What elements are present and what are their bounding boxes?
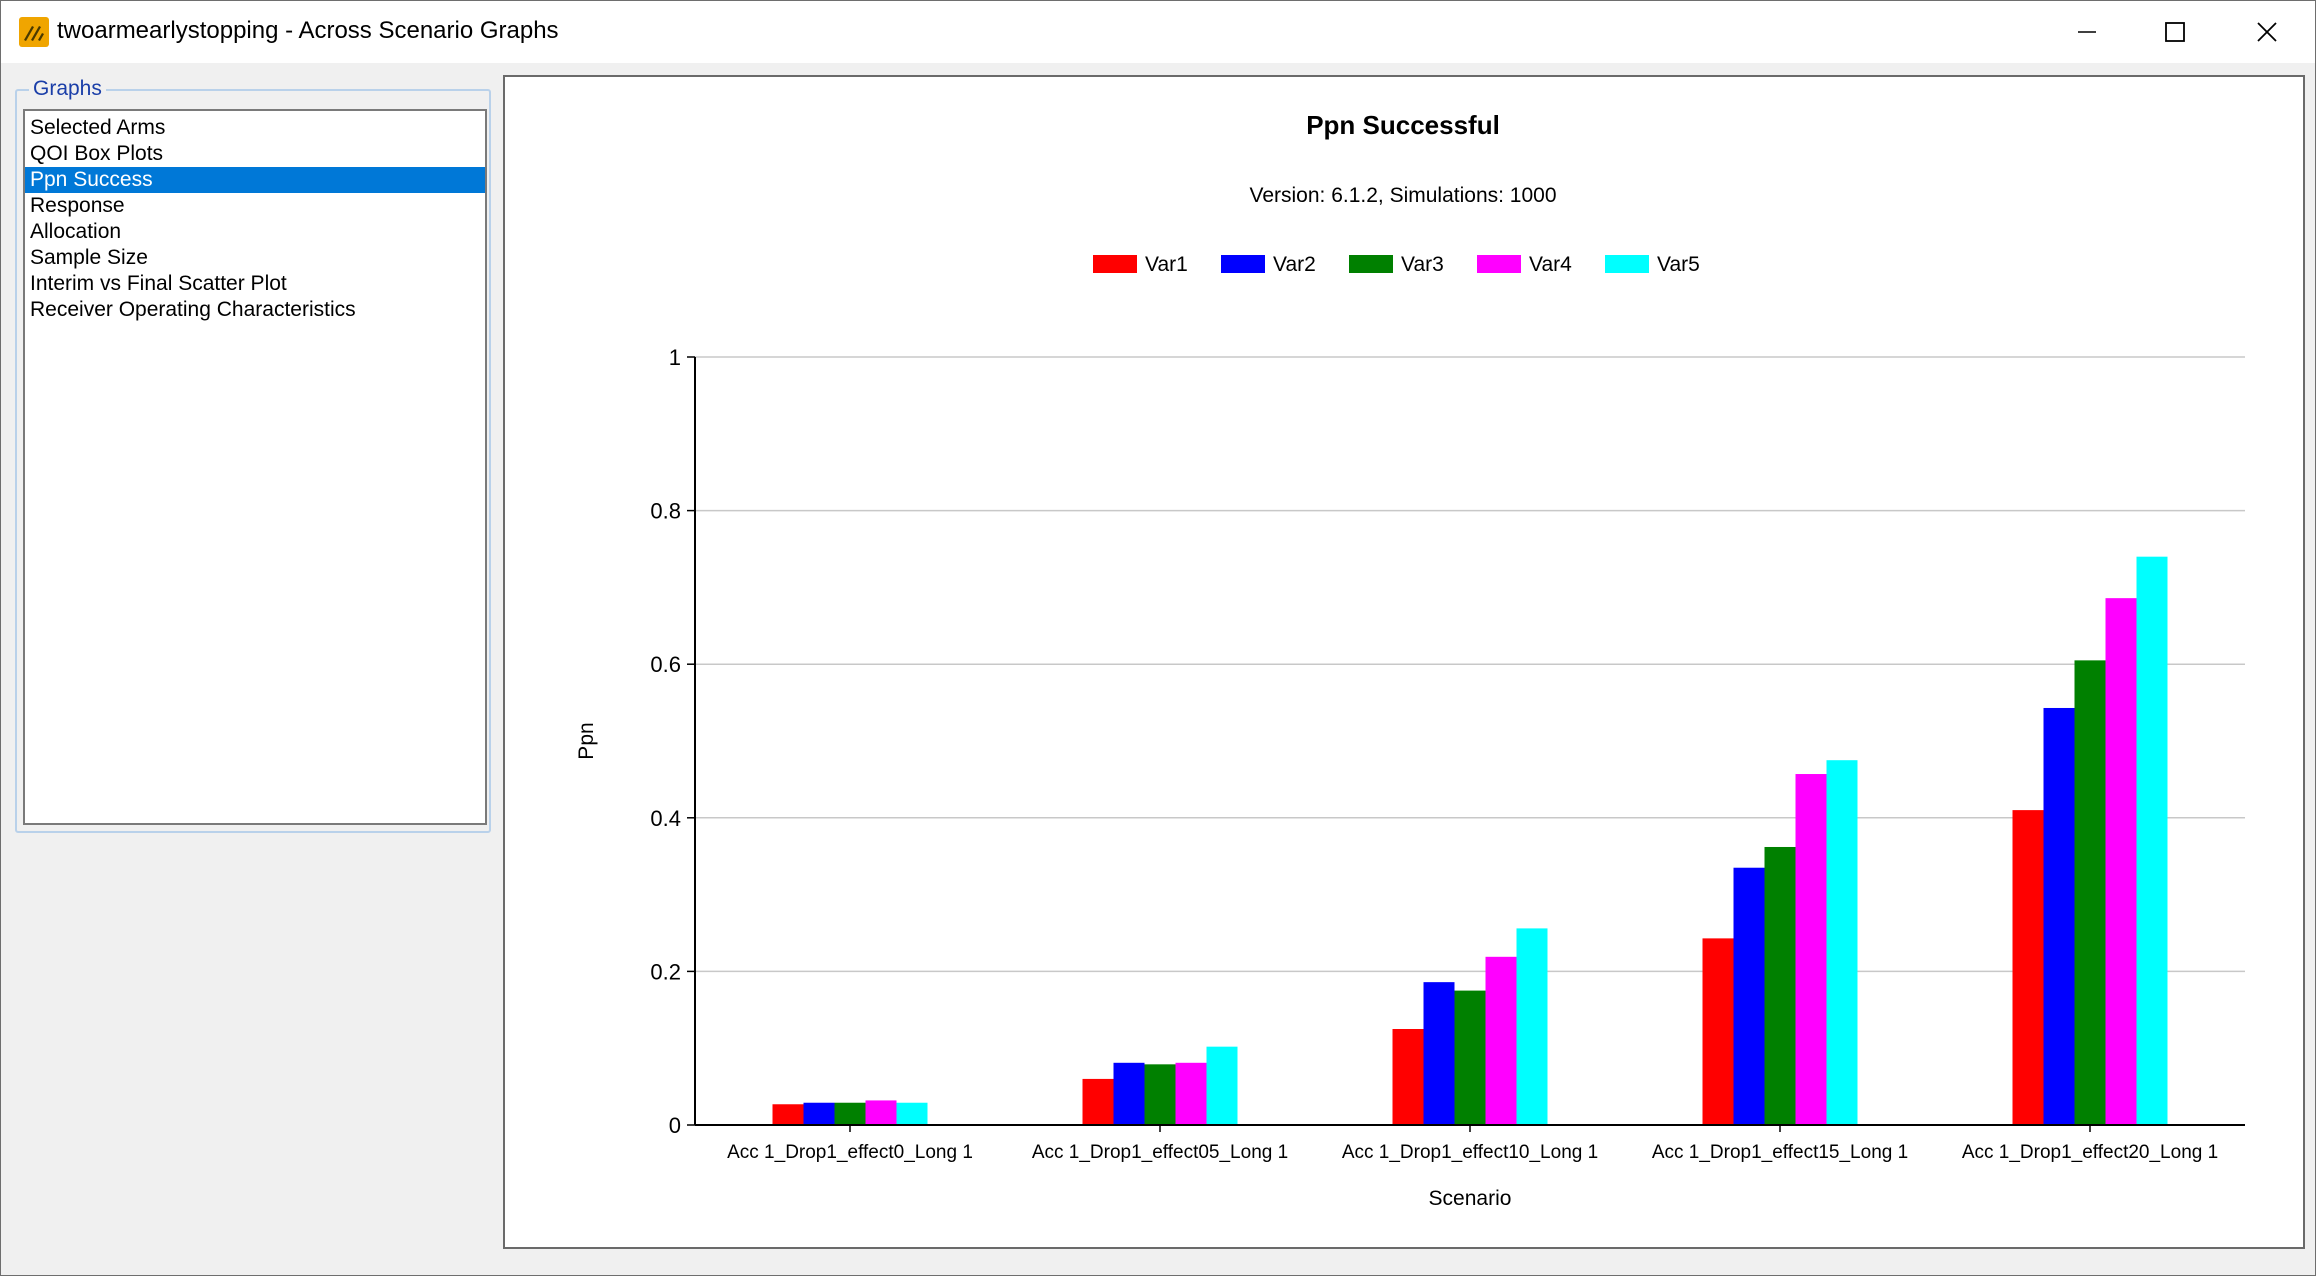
graph-list-item[interactable]: Receiver Operating Characteristics xyxy=(30,298,356,321)
bar xyxy=(1485,956,1517,1125)
x-tick-label: Acc 1_Drop1_effect05_Long 1 xyxy=(1032,1142,1288,1163)
bar xyxy=(2105,598,2137,1125)
graph-list-item[interactable]: Sample Size xyxy=(30,246,148,269)
minimize-button[interactable] xyxy=(2041,1,2133,63)
y-tick-label: 0.2 xyxy=(650,959,681,984)
bar xyxy=(1702,938,1734,1125)
bar xyxy=(834,1102,866,1125)
x-tick-label: Acc 1_Drop1_effect0_Long 1 xyxy=(727,1142,973,1163)
graph-list-item[interactable]: Response xyxy=(30,194,125,217)
bar xyxy=(896,1102,928,1125)
graph-list-item[interactable]: Ppn Success xyxy=(25,167,485,193)
graph-list-item[interactable]: Selected Arms xyxy=(30,116,166,139)
graph-list-item[interactable]: Allocation xyxy=(30,220,122,243)
x-axis-label: Scenario xyxy=(1429,1187,1512,1210)
legend-label: Var1 xyxy=(1145,253,1188,276)
x-tick-label: Acc 1_Drop1_effect10_Long 1 xyxy=(1342,1142,1598,1163)
legend-swatch xyxy=(1477,255,1521,273)
app-logo-icon xyxy=(19,17,49,47)
y-tick-label: 0.6 xyxy=(650,652,681,677)
minimize-icon xyxy=(2078,31,2096,33)
bar xyxy=(803,1102,835,1125)
x-tick-label: Acc 1_Drop1_effect15_Long 1 xyxy=(1652,1142,1908,1163)
bar xyxy=(2136,556,2168,1125)
bar xyxy=(1454,990,1486,1125)
bar xyxy=(1733,867,1765,1125)
bar xyxy=(865,1100,897,1125)
graphs-group-label: Graphs xyxy=(29,77,106,101)
legend-swatch xyxy=(1093,255,1137,273)
graphs-groupbox: Graphs Selected Arms QOI Box Plots Ppn Suc… xyxy=(15,77,491,833)
bar xyxy=(2074,660,2106,1125)
bar xyxy=(1764,846,1796,1125)
chart-panel: Ppn Successful Version: 6.1.2, Simulation… xyxy=(503,75,2305,1249)
graph-list-item[interactable]: Interim vs Final Scatter Plot xyxy=(30,272,287,295)
chart-subtitle: Version: 6.1.2, Simulations: 1000 xyxy=(1249,184,1556,207)
legend-swatch xyxy=(1349,255,1393,273)
legend-label: Var2 xyxy=(1273,253,1316,276)
bar xyxy=(1113,1062,1145,1125)
bar xyxy=(1082,1078,1114,1125)
legend-swatch xyxy=(1605,255,1649,273)
y-axis-label: Ppn xyxy=(575,722,598,759)
graph-list-item[interactable]: QOI Box Plots xyxy=(30,142,164,165)
x-tick-label: Acc 1_Drop1_effect20_Long 1 xyxy=(1962,1142,2218,1163)
legend-label: Var4 xyxy=(1529,253,1572,276)
maximize-icon xyxy=(2165,22,2185,42)
y-tick-label: 0.8 xyxy=(650,499,681,524)
ppn-successful-chart: Ppn Successful Version: 6.1.2, Simulation… xyxy=(575,110,2245,1210)
y-tick-label: 1 xyxy=(669,345,681,370)
maximize-button[interactable] xyxy=(2129,1,2221,63)
bar xyxy=(1206,1046,1238,1125)
client-area: Graphs Selected Arms QOI Box Plots Ppn Suc… xyxy=(1,63,2315,1275)
graphs-listbox[interactable]: Selected Arms QOI Box Plots Ppn Success Res… xyxy=(23,109,487,825)
legend-label: Var5 xyxy=(1657,253,1700,276)
bar xyxy=(2012,810,2044,1125)
close-button[interactable] xyxy=(2221,1,2313,63)
y-tick-label: 0 xyxy=(669,1113,681,1138)
y-tick-label: 0.4 xyxy=(650,806,681,831)
window-title: twoarmearlystopping - Across Scenario Gr… xyxy=(57,17,559,44)
bar xyxy=(1392,1029,1424,1125)
bar xyxy=(1144,1064,1176,1125)
bar xyxy=(772,1104,804,1125)
close-icon xyxy=(2257,22,2277,42)
bar xyxy=(1423,982,1455,1125)
bar xyxy=(1175,1062,1207,1125)
title-bar[interactable]: twoarmearlystopping - Across Scenario Gr… xyxy=(1,1,2315,63)
bar xyxy=(2043,707,2075,1125)
chart-title: Ppn Successful xyxy=(1306,110,1500,140)
legend-label: Var3 xyxy=(1401,253,1444,276)
bar xyxy=(1795,774,1827,1125)
bar xyxy=(1826,760,1858,1125)
bar xyxy=(1516,928,1548,1125)
legend-swatch xyxy=(1221,255,1265,273)
